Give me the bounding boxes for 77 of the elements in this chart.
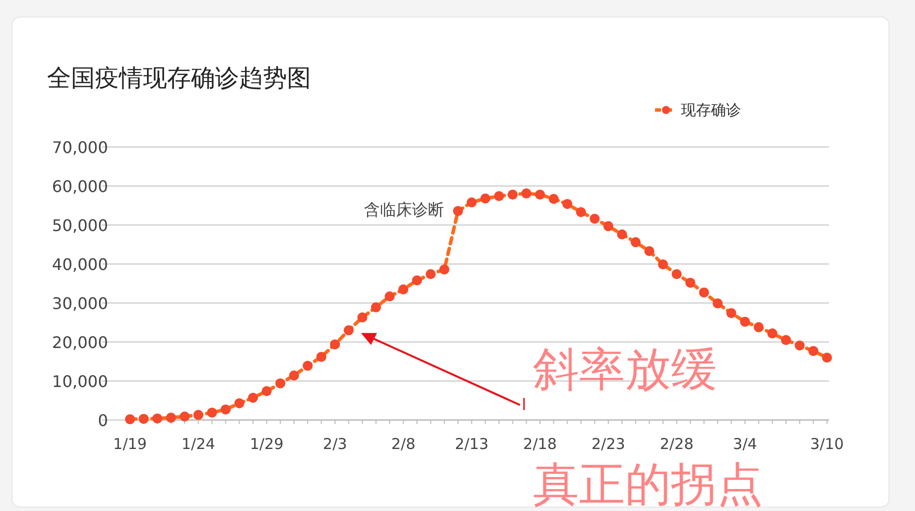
point xyxy=(125,414,135,424)
x-tick-label: 1/24 xyxy=(181,435,216,453)
point xyxy=(357,312,368,322)
y-tick-label: 40,000 xyxy=(52,255,108,274)
legend-label: 现存确诊 xyxy=(681,101,741,119)
point xyxy=(644,246,654,256)
point xyxy=(480,193,490,204)
point xyxy=(330,339,340,350)
point xyxy=(590,214,600,224)
chart-title: 全国疫情现存确诊趋势图 xyxy=(47,64,311,92)
point xyxy=(234,398,244,408)
x-tick-label: 2/3 xyxy=(322,435,348,453)
y-tick-label: 50,000 xyxy=(52,216,108,235)
point xyxy=(603,221,614,232)
point xyxy=(822,352,832,363)
point xyxy=(439,264,450,274)
x-tick-label: 3/4 xyxy=(732,435,758,453)
y-tick-label: 0 xyxy=(98,411,108,430)
y-tick-label: 70,000 xyxy=(52,138,108,157)
point xyxy=(699,287,709,298)
point xyxy=(508,190,518,200)
point xyxy=(466,197,477,208)
point xyxy=(302,360,313,371)
y-tick-label: 10,000 xyxy=(52,372,108,391)
point xyxy=(658,259,668,270)
point xyxy=(740,316,750,327)
point xyxy=(207,408,217,418)
point xyxy=(289,370,299,381)
x-tick-label: 2/18 xyxy=(523,435,557,453)
point xyxy=(412,275,422,286)
x-tick-label: 1/19 xyxy=(113,435,147,453)
point xyxy=(535,190,545,200)
point xyxy=(371,302,381,312)
point xyxy=(275,378,286,388)
y-tick-label: 30,000 xyxy=(52,294,108,313)
point xyxy=(262,386,272,396)
legend: 现存确诊 xyxy=(655,101,741,119)
point xyxy=(767,328,778,338)
point xyxy=(521,188,532,198)
point xyxy=(781,335,791,346)
point xyxy=(754,322,764,332)
point xyxy=(180,411,190,422)
point xyxy=(220,404,231,414)
point xyxy=(794,340,805,351)
point xyxy=(548,194,559,204)
point xyxy=(630,237,641,248)
point xyxy=(248,392,258,403)
point xyxy=(494,191,504,202)
point xyxy=(166,412,176,423)
point xyxy=(384,291,395,302)
point xyxy=(398,284,408,294)
annotation: 含临床诊断 xyxy=(364,200,444,219)
annotation: 斜率放缓 xyxy=(533,342,717,396)
x-tick-label: 2/23 xyxy=(591,435,626,453)
x-tick-label: 2/8 xyxy=(391,435,416,453)
point xyxy=(562,198,572,209)
x-tick-label: 2/13 xyxy=(454,435,489,453)
point xyxy=(685,278,696,288)
x-tick-label: 2/28 xyxy=(660,435,694,453)
point xyxy=(726,308,736,318)
point xyxy=(152,413,162,424)
point xyxy=(426,269,436,280)
point xyxy=(138,414,149,424)
point xyxy=(576,207,586,218)
x-tick-label: 3/10 xyxy=(810,435,844,453)
y-tick-label: 60,000 xyxy=(52,177,108,196)
point xyxy=(344,325,354,336)
point xyxy=(617,229,627,240)
point xyxy=(808,346,818,356)
point xyxy=(712,298,723,308)
text: 真正的拐点 xyxy=(533,457,763,511)
y-tick-label: 20,000 xyxy=(52,333,108,352)
x-tick-label: 1/29 xyxy=(250,435,284,453)
point xyxy=(193,410,204,420)
point xyxy=(672,269,682,280)
point xyxy=(453,206,463,216)
point xyxy=(316,352,326,362)
